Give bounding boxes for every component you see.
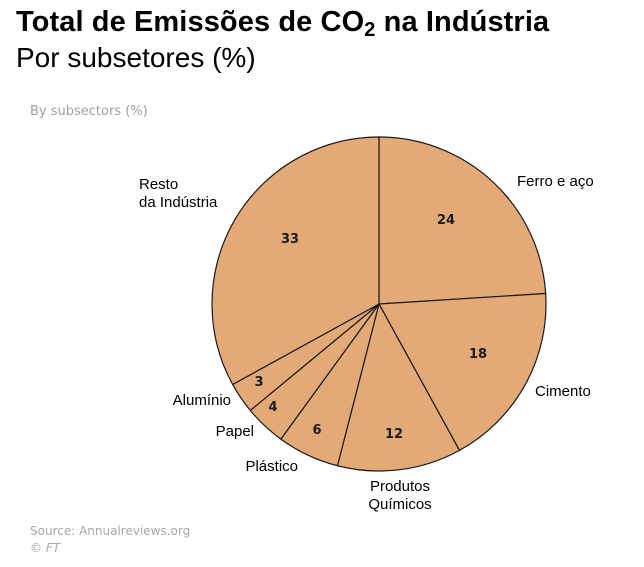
slice-value-label: 24 bbox=[437, 213, 455, 228]
slice-value-label: 3 bbox=[254, 375, 263, 390]
pie-slice bbox=[211, 136, 380, 386]
slice-category-label: Cimento bbox=[535, 383, 591, 400]
chart-title: Total de Emissões de CO2 na Indústria bbox=[16, 6, 549, 42]
slice-category-label: Resto da Indústria bbox=[139, 176, 218, 211]
pie-slice bbox=[336, 302, 461, 472]
slice-value-label: 6 bbox=[312, 423, 321, 438]
slice-value-label: 12 bbox=[385, 427, 403, 442]
credit-note: © FT bbox=[30, 541, 61, 555]
source-note: Source: Annualreviews.org bbox=[30, 524, 191, 538]
pie-slice bbox=[378, 292, 547, 452]
title-end: na Indústria bbox=[375, 6, 550, 38]
slice-category-label: Ferro e aço bbox=[517, 173, 594, 190]
title-main: Total de Emissões de CO bbox=[16, 6, 365, 38]
chart-subtitle: Por subsetores (%) bbox=[16, 42, 256, 73]
chart-inner-subtitle: By subsectors (%) bbox=[30, 104, 148, 119]
slice-value-label: 33 bbox=[281, 232, 299, 247]
title-subscript: 2 bbox=[364, 19, 376, 41]
slice-category-label: Papel bbox=[216, 423, 254, 440]
slice-category-label: Alumínio bbox=[173, 392, 231, 409]
slice-value-label: 4 bbox=[268, 400, 277, 415]
slice-category-label: Plástico bbox=[245, 458, 298, 475]
slice-category-label: Produtos Químicos bbox=[368, 478, 431, 513]
slice-value-label: 18 bbox=[469, 347, 487, 362]
pie-slice bbox=[378, 136, 547, 305]
